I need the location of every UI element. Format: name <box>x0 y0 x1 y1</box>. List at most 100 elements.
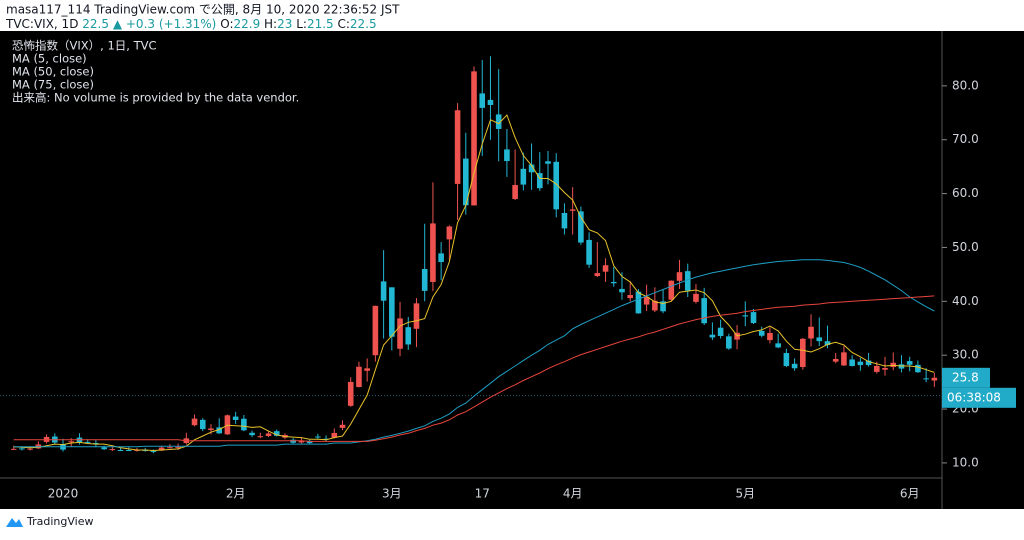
ma-line <box>13 114 935 452</box>
header-line: masa117_114 TradingView.com で公開, 8月 10, … <box>6 3 400 17</box>
candle-body <box>125 449 132 451</box>
candle-body <box>717 327 724 336</box>
y-tick-label: 80.0 <box>952 78 979 92</box>
candle-body <box>915 364 921 373</box>
candle-body <box>857 361 864 366</box>
candle-body <box>652 300 658 311</box>
candle-body <box>569 209 576 211</box>
candle-body <box>832 358 839 362</box>
candle-body <box>536 173 543 189</box>
candle-body <box>750 312 757 324</box>
candle-body <box>364 368 370 371</box>
header-quote: TVC:VIX, 1D 22.5 ▲ +0.3 (+1.31%) O:22.9 … <box>5 17 377 31</box>
candle-body <box>257 436 264 438</box>
candle-body <box>709 334 716 338</box>
candle-body <box>668 280 675 300</box>
candle-body <box>347 381 354 406</box>
candle-body <box>586 239 592 265</box>
candle-body <box>553 161 560 210</box>
candle-body <box>158 447 165 451</box>
candle-body <box>232 416 239 420</box>
candle-body <box>610 281 617 284</box>
candle-body <box>882 368 888 370</box>
candle-body <box>241 418 247 431</box>
candle-body <box>520 168 527 185</box>
candle-body <box>635 291 642 314</box>
candle-body <box>545 161 551 164</box>
candle-body <box>627 295 633 299</box>
y-tick-label: 40.0 <box>952 294 979 308</box>
candle-body <box>109 449 116 451</box>
x-tick-label: 5月 <box>735 487 755 501</box>
y-tick-label: 70.0 <box>952 132 979 146</box>
candle-body <box>471 71 477 206</box>
candle-body <box>906 361 913 365</box>
candle-body <box>816 337 823 342</box>
candle-body <box>438 253 444 263</box>
candle-body <box>495 114 502 129</box>
candle-body <box>504 149 510 162</box>
candle-body <box>84 441 91 443</box>
low-label: L: <box>296 17 307 31</box>
open: 22.9 <box>233 17 260 31</box>
candle-body <box>249 432 255 436</box>
y-tick-label: 60.0 <box>952 186 979 200</box>
candle-body <box>175 446 181 448</box>
candle-body <box>676 272 683 281</box>
ma-line <box>13 259 935 448</box>
footer-logo <box>6 518 23 527</box>
candle-body <box>800 338 806 368</box>
candle-body <box>216 427 222 434</box>
candle-body <box>199 419 206 430</box>
candle-body <box>479 93 486 108</box>
legend-volume: 出来高: No volume is provided by the data v… <box>12 91 299 105</box>
candle-body <box>578 211 584 243</box>
countdown-label: 06:38:08 <box>947 390 1001 404</box>
candle-body <box>315 436 321 438</box>
chart-background <box>0 31 1024 509</box>
candle-body <box>430 223 436 282</box>
candle-body <box>306 440 313 444</box>
change: +0.3 (+1.31%) <box>126 17 217 31</box>
candle-body <box>446 226 453 240</box>
high: 23 <box>277 17 292 31</box>
arrow: ▲ <box>113 17 123 31</box>
candle-body <box>849 359 855 367</box>
last-price-label: 25.8 <box>952 370 979 384</box>
candle-body <box>380 281 387 301</box>
legend-ma: MA (75, close) <box>12 78 94 92</box>
candle-body <box>742 315 749 317</box>
open-label: O: <box>220 17 233 31</box>
candle-body <box>865 360 872 366</box>
candle-body <box>874 365 880 372</box>
candle-body <box>808 326 814 339</box>
candle-body <box>824 341 831 346</box>
candle-body <box>841 352 847 366</box>
legend-ma: MA (5, close) <box>12 52 87 66</box>
candle-body <box>512 185 518 199</box>
candle-body <box>619 288 625 293</box>
candle-body <box>117 449 124 451</box>
candle-body <box>758 330 765 336</box>
candle-body <box>101 447 107 450</box>
logo-icon <box>6 518 23 527</box>
candle-body <box>372 305 379 356</box>
close: 22.5 <box>350 17 377 31</box>
candle-body <box>726 336 732 349</box>
candle-body <box>767 332 773 341</box>
candle-body <box>397 318 403 349</box>
candle-body <box>191 418 198 426</box>
candle-body <box>602 265 609 272</box>
last-price-box <box>942 367 990 388</box>
candle-body <box>413 303 420 329</box>
candle-body <box>19 448 25 450</box>
candle-body <box>660 301 666 312</box>
candle-body <box>339 424 346 428</box>
candle-body <box>923 378 929 380</box>
y-tick-label: 30.0 <box>952 348 979 362</box>
candle-body <box>487 99 494 105</box>
low: 21.5 <box>307 17 334 31</box>
y-tick-label: 10.0 <box>952 455 979 469</box>
candle-body <box>684 271 691 291</box>
x-tick-label: 17 <box>475 487 490 501</box>
